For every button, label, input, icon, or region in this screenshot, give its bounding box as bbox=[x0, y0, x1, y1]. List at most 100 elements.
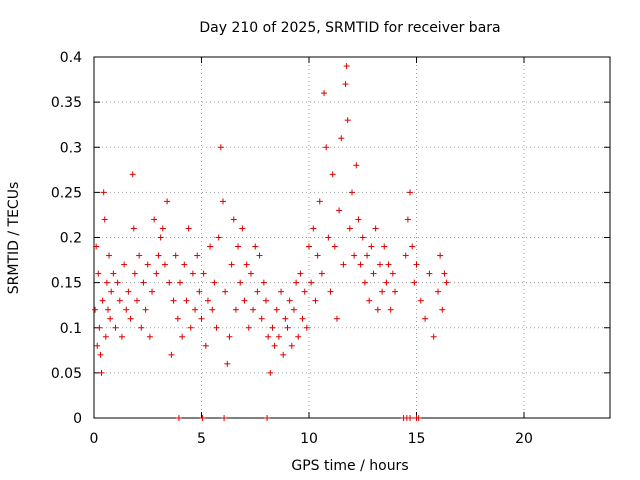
y-tick-label: 0.3 bbox=[60, 140, 82, 156]
data-point bbox=[107, 315, 114, 322]
data-point bbox=[321, 90, 328, 97]
data-point bbox=[221, 415, 228, 421]
data-point bbox=[153, 270, 160, 277]
data-point bbox=[310, 225, 317, 232]
data-point bbox=[379, 288, 386, 295]
data-point bbox=[198, 315, 205, 322]
data-point bbox=[207, 243, 214, 250]
data-point bbox=[199, 415, 206, 421]
data-point bbox=[161, 261, 168, 268]
y-tick-label: 0.15 bbox=[51, 276, 82, 292]
data-point bbox=[282, 315, 289, 322]
data-point bbox=[415, 415, 422, 421]
data-point bbox=[155, 252, 162, 259]
data-point bbox=[245, 324, 252, 331]
data-point bbox=[127, 315, 134, 322]
data-point bbox=[331, 243, 338, 250]
data-point bbox=[175, 415, 182, 421]
data-point bbox=[323, 144, 330, 151]
data-point bbox=[263, 297, 269, 304]
data-point bbox=[340, 261, 347, 268]
data-point bbox=[217, 144, 224, 151]
data-point bbox=[437, 252, 444, 259]
data-point bbox=[407, 189, 414, 196]
data-point bbox=[280, 351, 287, 358]
data-point bbox=[237, 279, 244, 286]
data-point bbox=[342, 81, 349, 88]
data-point bbox=[293, 279, 300, 286]
data-point bbox=[129, 171, 136, 178]
x-axis-label: GPS time / hours bbox=[291, 458, 408, 474]
data-point bbox=[144, 261, 151, 268]
y-tick-label: 0.4 bbox=[60, 50, 82, 66]
data-point bbox=[222, 288, 229, 295]
data-point bbox=[417, 297, 424, 304]
data-point bbox=[392, 288, 398, 295]
chart-title: Day 210 of 2025, SRMTID for receiver bar… bbox=[199, 20, 500, 36]
data-point bbox=[370, 270, 377, 277]
data-point bbox=[288, 342, 295, 349]
data-point bbox=[136, 252, 143, 259]
data-point bbox=[146, 333, 153, 340]
data-point bbox=[226, 333, 233, 340]
data-point bbox=[258, 315, 265, 322]
data-point bbox=[256, 252, 263, 259]
data-point bbox=[181, 261, 188, 268]
data-point bbox=[383, 279, 390, 286]
data-point bbox=[134, 297, 140, 304]
y-tick-label: 0 bbox=[73, 411, 82, 427]
data-point bbox=[366, 297, 373, 304]
data-point bbox=[151, 216, 158, 223]
data-point bbox=[422, 315, 429, 322]
data-point bbox=[252, 243, 259, 250]
data-point bbox=[273, 306, 280, 313]
axis-ticks: 0 0.05 0.1 0.15 0.2 0.25 0.3 0.35 0.4 0 5 10 15 20 bbox=[51, 50, 610, 447]
data-point bbox=[443, 279, 450, 286]
data-point bbox=[441, 270, 448, 277]
data-point bbox=[430, 333, 437, 340]
data-point bbox=[187, 324, 194, 331]
grid-lines bbox=[94, 57, 610, 418]
data-point bbox=[338, 135, 345, 142]
data-point bbox=[265, 333, 272, 340]
data-point bbox=[166, 279, 173, 286]
data-point bbox=[103, 279, 110, 286]
data-point bbox=[93, 243, 100, 250]
data-point bbox=[215, 234, 222, 241]
data-point bbox=[196, 288, 203, 295]
x-tick-label: 15 bbox=[408, 431, 426, 447]
data-point bbox=[168, 351, 175, 358]
data-point bbox=[349, 189, 355, 196]
data-point bbox=[264, 415, 271, 421]
data-point bbox=[275, 333, 282, 340]
data-point bbox=[329, 171, 336, 178]
data-point bbox=[138, 324, 145, 331]
data-point bbox=[230, 216, 237, 223]
data-point bbox=[303, 324, 310, 331]
data-point bbox=[357, 261, 364, 268]
data-point bbox=[98, 369, 105, 376]
data-point bbox=[299, 315, 306, 322]
data-point bbox=[121, 261, 128, 268]
data-point bbox=[254, 288, 261, 295]
y-tick-label: 0.1 bbox=[60, 321, 82, 337]
data-point bbox=[142, 306, 149, 313]
data-point bbox=[200, 270, 207, 277]
data-point bbox=[213, 324, 220, 331]
data-point bbox=[224, 360, 231, 367]
data-point bbox=[192, 306, 199, 313]
data-point bbox=[355, 216, 362, 223]
data-point bbox=[116, 297, 123, 304]
data-point bbox=[220, 198, 226, 205]
data-point bbox=[278, 288, 285, 295]
x-tick-label: 20 bbox=[515, 431, 533, 447]
data-point bbox=[389, 270, 396, 277]
data-point bbox=[368, 243, 375, 250]
data-point bbox=[308, 279, 315, 286]
x-tick-label: 5 bbox=[197, 431, 206, 447]
data-point bbox=[439, 306, 446, 313]
data-point bbox=[97, 351, 104, 358]
data-point bbox=[333, 315, 340, 322]
x-tick-label: 10 bbox=[300, 431, 318, 447]
data-point bbox=[101, 216, 108, 223]
